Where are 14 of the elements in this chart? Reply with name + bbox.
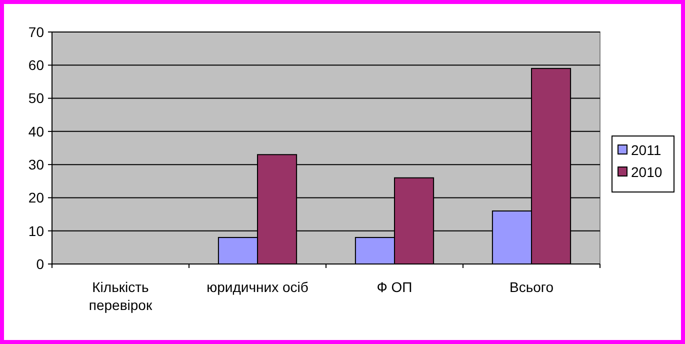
y-tick-label: 60 (28, 57, 44, 74)
x-tick-label: Ф ОП (376, 279, 412, 295)
y-tick-label: 30 (28, 156, 44, 172)
y-tick-label: 0 (36, 256, 44, 272)
x-tick-label: Кількість перевірок (88, 279, 153, 313)
y-tick-label: 40 (28, 123, 44, 140)
y-tick-label: 10 (28, 222, 44, 239)
x-tick-label: юридичних осіб (206, 279, 308, 295)
legend-label: 2010 (631, 164, 662, 180)
y-tick-label: 50 (28, 90, 44, 106)
y-tick-label: 70 (28, 24, 44, 40)
legend-label: 2011 (631, 142, 662, 158)
y-tick-label: 20 (28, 190, 44, 206)
x-tick-label: Всього (509, 279, 554, 295)
